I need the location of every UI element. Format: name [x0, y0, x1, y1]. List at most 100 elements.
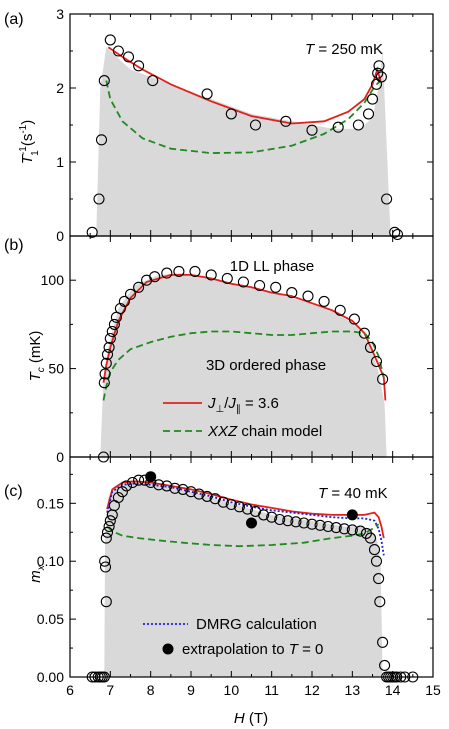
x-tick-label: 6	[66, 682, 74, 698]
y-tick-label: 0	[56, 228, 64, 244]
data-point-open	[112, 45, 124, 57]
data-point-open	[338, 523, 350, 535]
panel-a-label: (a)	[4, 11, 24, 28]
panel-b-y-axis-label: Tc (mK)	[27, 331, 47, 382]
data-point-open	[358, 327, 370, 339]
panel-b-upper-phase-label: 1D LL phase	[230, 258, 315, 275]
data-point-open	[99, 555, 111, 567]
data-point-open	[98, 377, 110, 389]
data-point-open	[106, 325, 118, 338]
panel-c-label: (c)	[4, 483, 23, 500]
panel-a-shaded-area	[96, 47, 391, 236]
data-point-open	[322, 520, 334, 533]
data-point-filled	[246, 517, 257, 529]
data-point-open	[104, 34, 116, 46]
legend-blue-label: DMRG calculation	[196, 616, 317, 633]
data-point-open	[374, 596, 386, 608]
legend-filled-label: extrapolation to T = 0	[182, 641, 323, 658]
data-point-open	[258, 509, 270, 521]
data-point-open	[149, 271, 161, 283]
data-point-open	[185, 486, 197, 498]
panel-b-label: (b)	[4, 237, 24, 254]
legend-red-label: J⊥/J∥ = 3.6	[207, 395, 279, 415]
data-point-open	[364, 532, 377, 544]
panel-c-y-axis-label: mx	[27, 564, 47, 583]
panel-b-legend: J⊥/J∥ = 3.6 XXZ chain model	[163, 395, 322, 440]
data-point-open	[169, 482, 181, 494]
data-point-open	[93, 193, 105, 205]
series-green-line	[102, 330, 385, 401]
data-point-open	[290, 516, 302, 528]
x-tick-label: 15	[425, 682, 441, 698]
data-point-open	[126, 476, 139, 489]
data-point-filled	[145, 471, 157, 483]
data-point-open	[370, 555, 383, 567]
data-point-open	[116, 486, 128, 498]
panel-c-x-ticks: 6 7 8 9 10 11 12 13 14 15	[66, 457, 441, 698]
shaded-area	[100, 273, 387, 457]
data-point-open	[95, 134, 108, 146]
data-point-open	[133, 281, 145, 293]
data-point-open	[372, 67, 384, 79]
data-point-open	[104, 332, 116, 345]
data-point-open	[366, 93, 379, 105]
panel-b-lower-phase-label: 3D ordered phase	[206, 357, 326, 374]
data-point-open	[147, 75, 159, 87]
legend-filled-marker	[162, 643, 174, 655]
data-point-open	[306, 518, 318, 530]
data-point-open	[330, 522, 342, 534]
data-point-open	[332, 121, 344, 133]
data-point-open	[334, 304, 346, 316]
panel-a-annotation: T = 250 mK	[305, 41, 383, 58]
panel-c-legend: DMRG calculation extrapolation to T = 0	[143, 616, 323, 658]
data-point-open	[120, 480, 133, 492]
data-point-open	[104, 515, 116, 527]
data-point-open	[348, 313, 360, 325]
data-point-open	[249, 119, 262, 131]
panel-a: (a) 0 1 2 3 T = 250 mK T-11 (s-1)	[4, 6, 434, 244]
panel-c: (c) 0.00 0.05 0.10 0.15 6 7 8 9 10 11 12 13 14 15 T …	[4, 456, 441, 698]
panel-a-y-axis-label: T-11 (s-1)	[18, 120, 41, 164]
data-point-open	[86, 226, 98, 238]
data-point-open	[161, 267, 173, 279]
data-point-open	[193, 488, 205, 500]
panel-b-shaded-area	[100, 273, 387, 457]
data-point-open	[381, 193, 393, 205]
data-point-open	[391, 228, 404, 241]
y-tick-label: 0.00	[37, 669, 64, 685]
data-point-open	[306, 124, 318, 136]
data-point-open	[270, 281, 282, 293]
data-point-open	[122, 51, 135, 63]
data-point-open	[298, 517, 310, 529]
x-axis-label: H (T)	[234, 710, 268, 727]
y-tick-label: 2	[56, 80, 64, 96]
data-point-open	[221, 272, 233, 284]
data-point-open	[237, 276, 249, 288]
data-point-open	[153, 479, 165, 491]
y-tick-label: 3	[56, 6, 64, 22]
series-green-line	[106, 523, 380, 548]
data-point-open	[124, 288, 137, 300]
data-point-open	[377, 373, 389, 385]
data-point-open	[318, 295, 330, 307]
x-tick-label: 10	[224, 682, 240, 698]
data-point-open	[101, 348, 114, 361]
x-tick-label: 11	[264, 682, 279, 698]
legend-green-label: XXZ chain model	[207, 423, 322, 440]
data-point-open	[377, 636, 389, 648]
data-point-open	[225, 498, 237, 511]
data-point-open	[217, 496, 229, 508]
data-point-open	[241, 503, 254, 515]
data-point-open	[133, 474, 145, 486]
data-point-open	[274, 513, 286, 526]
y-tick-label: 0.10	[37, 553, 64, 569]
data-point-open	[201, 490, 213, 502]
data-point-open	[354, 525, 366, 537]
data-point-open	[118, 295, 130, 307]
data-point-open	[346, 524, 358, 536]
data-point-open	[100, 357, 112, 369]
data-point-open	[266, 511, 278, 523]
y-tick-label: 0.15	[37, 495, 64, 511]
data-point-open	[373, 573, 385, 585]
